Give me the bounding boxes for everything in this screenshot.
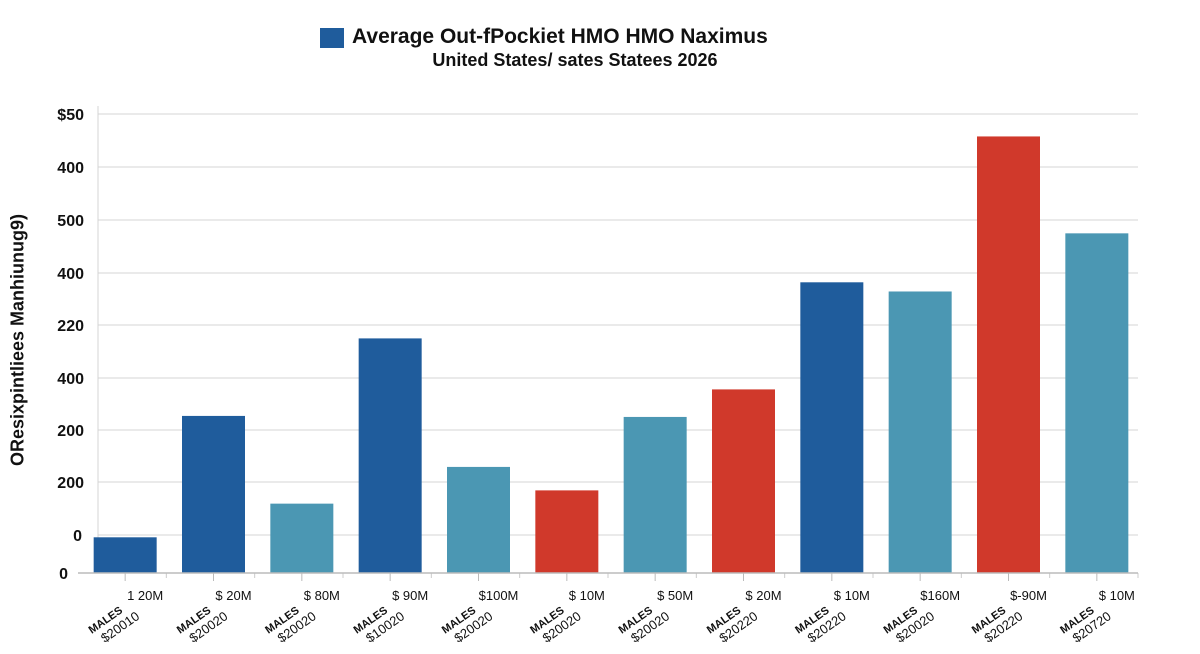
bar: [623, 416, 687, 573]
bar: [800, 282, 864, 573]
x-tick-label-top: $ 20M: [215, 588, 251, 603]
bar: [712, 389, 775, 573]
x-tick-label-rotated: MALES$20020: [882, 605, 938, 646]
bar: [270, 503, 334, 573]
x-tick-label-top: $ 50M: [657, 588, 693, 603]
x-tick-label-rotated: MALES$20020: [528, 605, 584, 646]
bar: [1065, 233, 1129, 573]
y-tick-label: 500: [57, 213, 84, 230]
y-tick-label: 400: [57, 266, 84, 283]
x-tick-label-top: $ 10M: [569, 588, 605, 603]
x-tick-label-rotated: MALES$20020: [263, 605, 319, 646]
y-tick-label: 200: [57, 475, 84, 492]
x-tick-label-top: $100M: [479, 588, 519, 603]
chart-title: Average Out-fPockiet HMO HMO Naximus: [352, 25, 768, 48]
y-tick-label: 200: [57, 423, 84, 440]
bar: [888, 291, 952, 573]
x-tick-label-rotated: MALES$20220: [705, 605, 761, 646]
legend-swatch: [320, 28, 344, 48]
bar: [358, 338, 422, 573]
bar: [93, 537, 157, 573]
y-tick-label: 220: [57, 318, 84, 335]
x-tick-label-rotated: MALES$20220: [970, 605, 1026, 646]
y-tick-label: 400: [57, 160, 84, 177]
x-tick-label-top: $ 80M: [304, 588, 340, 603]
bar: [447, 466, 510, 573]
x-tick-label-top: $ 20M: [745, 588, 781, 603]
y-tick-label: 400: [57, 371, 84, 388]
x-tick-label-top: $ 10M: [1099, 588, 1135, 603]
y-tick-label: 0: [73, 528, 82, 545]
x-tick-label-top: 1 20M: [127, 588, 163, 603]
bar: [535, 490, 599, 573]
x-tick-label-rotated: MALES$20010: [87, 605, 143, 646]
x-tick-label-rotated: MALES$20720: [1058, 605, 1114, 646]
x-tick-label-rotated: MALES$10020: [352, 605, 408, 646]
chart-subtitle: United States/ sates Statees 2026: [432, 50, 718, 70]
y-tick-label: 0: [59, 566, 68, 583]
x-tick-label-top: $ 10M: [834, 588, 870, 603]
x-tick-label-rotated: MALES$20020: [617, 605, 673, 646]
x-tick-label-top: $160M: [920, 588, 960, 603]
x-tick-label-rotated: MALES$20020: [440, 605, 496, 646]
x-tick-label-top: $-90M: [1010, 588, 1047, 603]
x-tick-label-rotated: MALES$20020: [175, 605, 231, 646]
bar: [977, 136, 1040, 573]
bar: [182, 415, 245, 573]
x-tick-label-rotated: MALES$20220: [793, 605, 849, 646]
x-tick-label-top: $ 90M: [392, 588, 428, 603]
y-tick-label: $50: [57, 107, 84, 124]
